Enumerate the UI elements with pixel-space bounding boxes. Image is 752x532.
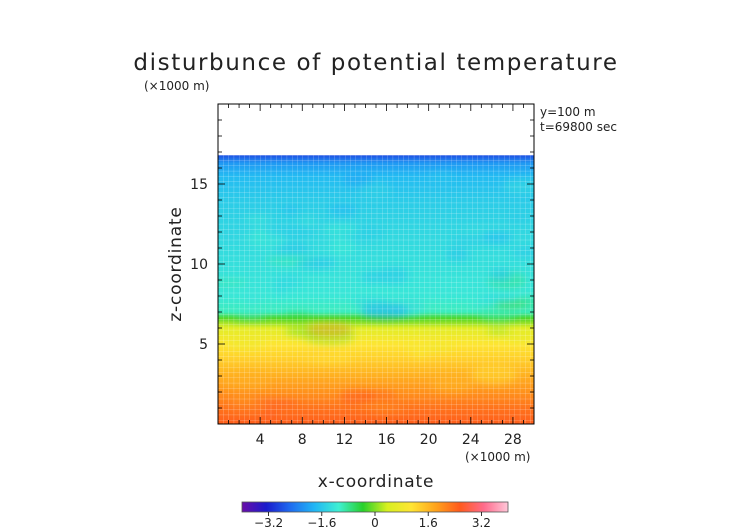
annotation-y: y=100 m: [540, 105, 596, 119]
x-tick-label: 4: [256, 432, 265, 448]
turbulence-patch: [281, 206, 300, 214]
turbulence-patch: [428, 172, 457, 183]
colorbar: −3.2 −1.6 0 1.6 3.2: [241, 501, 509, 530]
colorbar-tick-label: −1.6: [307, 516, 336, 530]
x-tick-label: 24: [462, 432, 480, 448]
x-axis-label: x-coordinate: [318, 472, 434, 492]
turbulence-patch: [433, 279, 472, 291]
turbulence-patch: [510, 248, 534, 257]
turbulence-patch: [445, 247, 470, 261]
turbulence-patch: [234, 231, 286, 242]
turbulence-patch: [272, 275, 290, 295]
x-tick-label: 8: [298, 432, 307, 448]
turbulence-patch: [339, 389, 376, 405]
x-unit-label: (×1000 m): [465, 450, 530, 464]
x-tick-label: 12: [335, 432, 353, 448]
turbulence-patch: [328, 204, 358, 217]
turbulence-patch: [230, 395, 258, 403]
turbulence-patch: [296, 257, 336, 269]
turbulence-patch: [225, 330, 266, 351]
y-tick-label: 5: [199, 337, 208, 353]
turbulence-patch: [482, 230, 512, 244]
turbulence-patch: [393, 249, 413, 256]
plot-area: [218, 104, 534, 424]
turbulence-patch: [236, 312, 267, 319]
turbulence-patch: [298, 215, 318, 229]
turbulence-patch: [218, 323, 237, 331]
x-axis: 4 8 12 16 20 24 28: [228, 104, 524, 448]
annotation-time: t=69800 sec: [540, 120, 617, 134]
turbulence-patch: [244, 289, 261, 306]
colorbar-tick-label: 3.2: [472, 516, 491, 530]
turbulence-patch: [502, 329, 534, 342]
turbulence-patch: [283, 313, 312, 320]
turbulence-patch: [486, 327, 512, 334]
turbulence-patch: [244, 216, 271, 223]
turbulence-patch: [218, 278, 248, 287]
colorbar-tick-label: 1.6: [419, 516, 438, 530]
turbulence-patch: [489, 268, 512, 282]
turbulence-patch: [352, 298, 392, 306]
chart-title: disturbunce of potential temperature: [133, 50, 618, 76]
colorbar-tick-label: 0: [371, 516, 379, 530]
y-axis-label: z-coordinate: [166, 206, 186, 321]
turbulence-layer: [218, 172, 534, 422]
turbulence-patch: [471, 364, 518, 385]
turbulence-patch: [378, 266, 409, 285]
turbulence-patch: [342, 172, 374, 186]
y-unit-label: (×1000 m): [144, 79, 209, 93]
colorbar-tick-label: −3.2: [254, 516, 283, 530]
turbulence-patch: [297, 351, 334, 361]
colorbar-ticks: −3.2 −1.6 0 1.6 3.2: [254, 512, 491, 530]
turbulence-patch: [410, 340, 430, 359]
turbulence-patch: [430, 374, 475, 393]
turbulence-patch: [359, 181, 392, 201]
mesh-grid: [218, 154, 534, 424]
x-tick-label: 28: [504, 432, 522, 448]
turbulence-patch: [507, 212, 527, 222]
turbulence-patch: [324, 223, 359, 236]
turbulence-patch: [274, 242, 311, 256]
turbulence-patch: [329, 236, 356, 256]
turbulence-patch: [502, 178, 534, 194]
y-tick-label: 15: [190, 177, 208, 193]
turbulence-patch: [220, 372, 271, 390]
turbulence-patch: [306, 322, 352, 338]
y-tick-label: 10: [190, 257, 208, 273]
turbulence-patch: [449, 236, 487, 245]
x-tick-label: 16: [378, 432, 396, 448]
turbulence-patch: [461, 226, 511, 233]
y-axis: 5 10 15: [190, 119, 534, 409]
turbulence-patch: [494, 300, 527, 309]
colorbar-ramp: [241, 501, 509, 513]
x-tick-label: 20: [420, 432, 438, 448]
turbulence-patch: [477, 304, 519, 322]
turbulence-patch: [360, 303, 410, 320]
turbulence-patch: [377, 396, 400, 410]
turbulence-patch: [260, 409, 280, 422]
